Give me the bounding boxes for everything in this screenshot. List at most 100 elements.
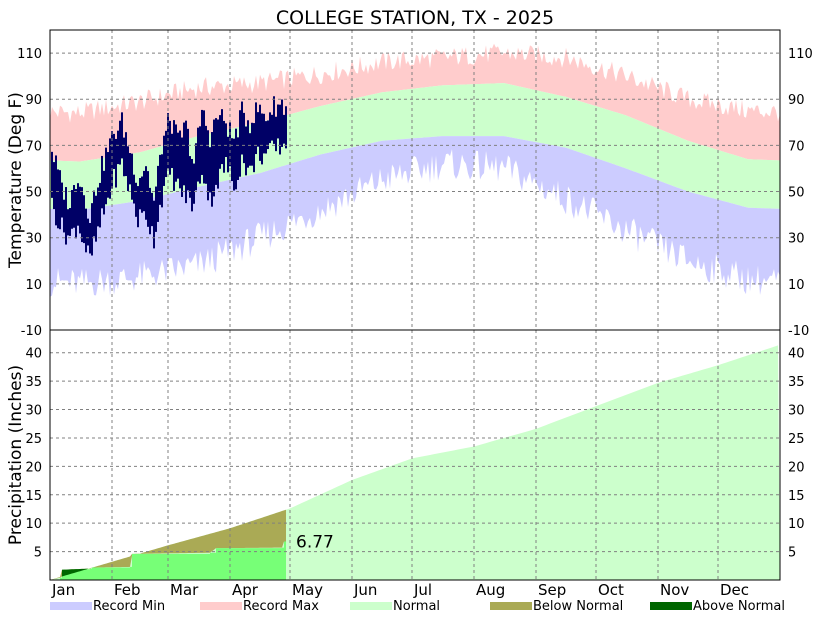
- precipitation-tick-right: 20: [788, 460, 805, 475]
- observed-day-bar: [211, 132, 213, 207]
- observed-day-bar: [261, 113, 263, 165]
- observed-day-bar: [269, 112, 271, 144]
- observed-day-bar: [89, 223, 91, 254]
- observed-day-bar: [221, 109, 223, 165]
- legend-item: Record Min: [50, 599, 165, 614]
- observed-day-bar: [205, 125, 207, 184]
- legend-item: Below Normal: [490, 599, 623, 614]
- observed-day-bar: [259, 104, 261, 161]
- observed-day-bar: [173, 120, 175, 191]
- observed-day-bar: [241, 101, 243, 155]
- temperature-tick-left: 90: [25, 93, 42, 108]
- observed-day-bar: [253, 123, 255, 173]
- observed-day-bar: [97, 187, 99, 227]
- observed-day-bar: [165, 130, 167, 178]
- precipitation-tick-right: 15: [788, 489, 805, 504]
- observed-day-bar: [239, 110, 241, 177]
- observed-day-bar: [69, 208, 71, 236]
- temperature-tick-left: 70: [25, 139, 42, 154]
- observed-day-bar: [55, 155, 57, 226]
- temperature-tick-left: 30: [25, 232, 42, 247]
- observed-day-bar: [187, 128, 189, 191]
- month-label: Sep: [538, 581, 566, 599]
- observed-day-bar: [87, 218, 89, 246]
- temperature-panel: [50, 43, 780, 297]
- observed-day-bar: [67, 209, 69, 236]
- month-label: May: [292, 581, 323, 599]
- precipitation-tick-left: 35: [25, 375, 42, 390]
- observed-day-bar: [207, 130, 209, 201]
- observed-day-bar: [113, 133, 115, 169]
- precipitation-tick-right: 35: [788, 375, 805, 390]
- observed-day-bar: [179, 130, 181, 189]
- precipitation-tick-left: 30: [25, 404, 42, 419]
- legend-swatch: [650, 602, 692, 610]
- observed-day-bar: [71, 190, 73, 229]
- observed-day-bar: [51, 151, 53, 198]
- observed-day-bar: [275, 116, 277, 152]
- month-label: Apr: [232, 581, 259, 599]
- temperature-tick-right: 30: [788, 232, 805, 247]
- observed-day-bar: [183, 122, 185, 186]
- observed-day-bar: [249, 133, 251, 166]
- observed-day-bar: [171, 133, 173, 169]
- legend-swatch: [490, 602, 532, 610]
- observed-day-bar: [79, 186, 81, 234]
- observed-day-bar: [189, 156, 191, 198]
- temperature-tick-left: 110: [17, 47, 42, 62]
- precipitation-axis-label: Precipitation (Inches): [6, 365, 26, 545]
- observed-day-bar: [271, 114, 273, 141]
- observed-day-bar: [121, 112, 123, 159]
- observed-day-bar: [65, 187, 67, 245]
- month-label: Aug: [476, 581, 505, 599]
- observed-day-bar: [153, 200, 155, 249]
- temperature-tick-right: 90: [788, 93, 805, 108]
- temperature-tick-right: 50: [788, 186, 805, 201]
- observed-day-bar: [199, 126, 201, 184]
- observed-day-bar: [265, 121, 267, 154]
- observed-day-bar: [83, 195, 85, 244]
- observed-day-bar: [105, 147, 107, 205]
- above-normal-precipitation-area: [62, 568, 88, 577]
- legend: Record Min Record Max Normal Below Normal Ab…: [50, 599, 785, 614]
- observed-day-bar: [161, 154, 163, 208]
- month-label: Jan: [51, 581, 75, 599]
- observed-day-bar: [91, 203, 93, 256]
- observed-day-bar: [133, 174, 135, 204]
- observed-day-bar: [201, 109, 203, 175]
- observed-day-bar: [279, 104, 281, 155]
- month-label: Nov: [660, 581, 689, 599]
- observed-day-bar: [227, 136, 229, 173]
- observed-day-bar: [177, 132, 179, 179]
- observed-day-bar: [257, 112, 259, 147]
- legend-swatch: [350, 602, 392, 610]
- legend-item: Record Max: [200, 599, 319, 614]
- observed-day-bar: [59, 170, 61, 230]
- observed-day-bar: [163, 135, 165, 186]
- observed-day-bar: [135, 182, 137, 217]
- observed-day-bar: [247, 120, 249, 168]
- legend-label: Above Normal: [693, 599, 785, 614]
- observed-day-bar: [255, 102, 257, 155]
- legend-swatch: [50, 602, 92, 610]
- observed-day-bar: [119, 120, 121, 165]
- precipitation-tick-right: 10: [788, 517, 805, 532]
- precipitation-tick-right: 40: [788, 347, 805, 362]
- observed-day-bar: [281, 99, 283, 147]
- observed-day-bar: [191, 158, 193, 212]
- precipitation-tick-right: 5: [788, 546, 796, 561]
- temperature-tick-left: -10: [21, 324, 42, 339]
- observed-day-bar: [53, 162, 55, 210]
- precipitation-tick-left: 20: [25, 460, 42, 475]
- observed-day-bar: [243, 112, 245, 164]
- observed-day-bar: [233, 138, 235, 191]
- observed-day-bar: [237, 137, 239, 180]
- legend-item: Above Normal: [650, 599, 785, 614]
- observed-day-bar: [235, 128, 237, 190]
- chart-title: COLLEGE STATION, TX - 2025: [276, 7, 554, 29]
- observed-day-bar: [145, 166, 147, 220]
- observed-day-bar: [169, 120, 171, 175]
- observed-temperature-bars: [51, 96, 287, 256]
- precipitation-tick-right: 30: [788, 404, 805, 419]
- record-min-area: [50, 136, 780, 297]
